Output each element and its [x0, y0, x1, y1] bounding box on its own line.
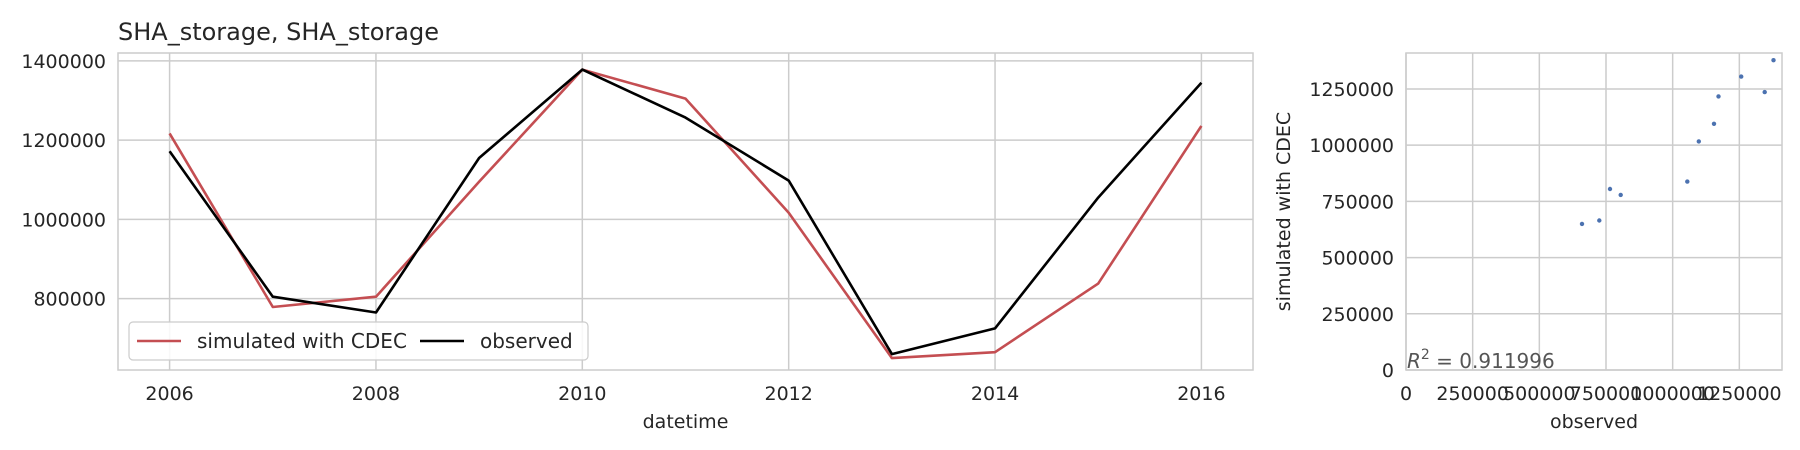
- x-tick-label: 2008: [352, 383, 400, 405]
- legend-box: [128, 321, 589, 361]
- x-axis-label: datetime: [643, 411, 729, 433]
- scatter-y-tick-label: 250000: [1321, 304, 1394, 326]
- scatter-point: [1685, 179, 1690, 184]
- x-tick-label: 2012: [765, 383, 813, 405]
- scatter-x-axis-label: observed: [1550, 411, 1638, 433]
- scatter-y-axis-label: simulated with CDEC: [1273, 112, 1295, 311]
- scatter-x-tick-label: 1000000: [1630, 383, 1715, 405]
- y-tick-label: 1400000: [21, 51, 106, 73]
- scatter-y-tick-label: 1000000: [1309, 135, 1394, 157]
- timeseries-ticks: 2006 2008 2010 2012 2014 2016 800000 1000000 120…: [21, 51, 1225, 405]
- scatter-y-tick-label: 1250000: [1309, 79, 1394, 101]
- observed-line: [168, 68, 1203, 356]
- x-tick-label: 2014: [971, 383, 1019, 405]
- scatter-point: [1762, 89, 1767, 95]
- y-tick-label: 800000: [33, 289, 106, 311]
- chart-title: SHA_storage, SHA_storage: [118, 18, 439, 46]
- scatter-ticks: 0 250000500000750000100000012500000250000…: [1309, 79, 1781, 405]
- scatter-grid: [1405, 53, 1782, 371]
- r-squared-exponent: 2: [1421, 347, 1430, 363]
- scatter-point: [1696, 139, 1702, 144]
- x-tick-label: 2006: [145, 383, 193, 405]
- scatter-y-tick-label: 750000: [1321, 191, 1394, 213]
- scatter-point: [1771, 58, 1776, 63]
- scatter-points: [1579, 58, 1776, 227]
- simulated-line: [168, 68, 1203, 360]
- scatter-frame: [1405, 52, 1783, 371]
- scatter-point: [1618, 192, 1623, 198]
- y-tick-label: 1000000: [21, 209, 106, 231]
- legend: simulated with CDEC observed: [128, 321, 589, 361]
- timeseries-frame: [117, 52, 1254, 371]
- y-tick-label: 1200000: [21, 130, 106, 152]
- scatter-point: [1711, 121, 1717, 127]
- scatter-x-tick-label: 750000: [1570, 383, 1643, 405]
- legend-label-simulated: simulated with CDEC: [197, 329, 407, 353]
- timeseries-chart: SHA_storage, SHA_storage 2006 2008 2010 201…: [21, 18, 1254, 433]
- scatter-y-tick-label: 500000: [1321, 248, 1394, 270]
- scatter-point: [1739, 74, 1744, 79]
- legend-label-observed: observed: [480, 329, 573, 353]
- scatter-x-tick-label: 1250000: [1697, 383, 1782, 405]
- timeseries-grid: [118, 53, 1253, 370]
- scatter-x-tick-label: 0: [1400, 383, 1412, 405]
- x-tick-label: 2016: [1177, 383, 1225, 405]
- r-squared-symbol: R: [1407, 349, 1421, 373]
- r-squared-annotation: R2 = 0.911996: [1407, 347, 1555, 373]
- scatter-point: [1716, 94, 1721, 99]
- scatter-point: [1579, 221, 1585, 227]
- x-tick-label: 2010: [558, 383, 606, 405]
- timeseries-lines: [168, 68, 1203, 360]
- scatter-y-tick-label: 0: [1382, 360, 1394, 382]
- scatter-x-tick-label: 500000: [1503, 383, 1576, 405]
- scatter-point: [1607, 186, 1613, 192]
- scatter-point: [1597, 218, 1602, 223]
- scatter-chart: 0 250000500000750000100000012500000250000…: [1273, 52, 1783, 433]
- scatter-x-tick-label: 250000: [1436, 383, 1509, 405]
- r-squared-value: = 0.911996: [1430, 349, 1555, 373]
